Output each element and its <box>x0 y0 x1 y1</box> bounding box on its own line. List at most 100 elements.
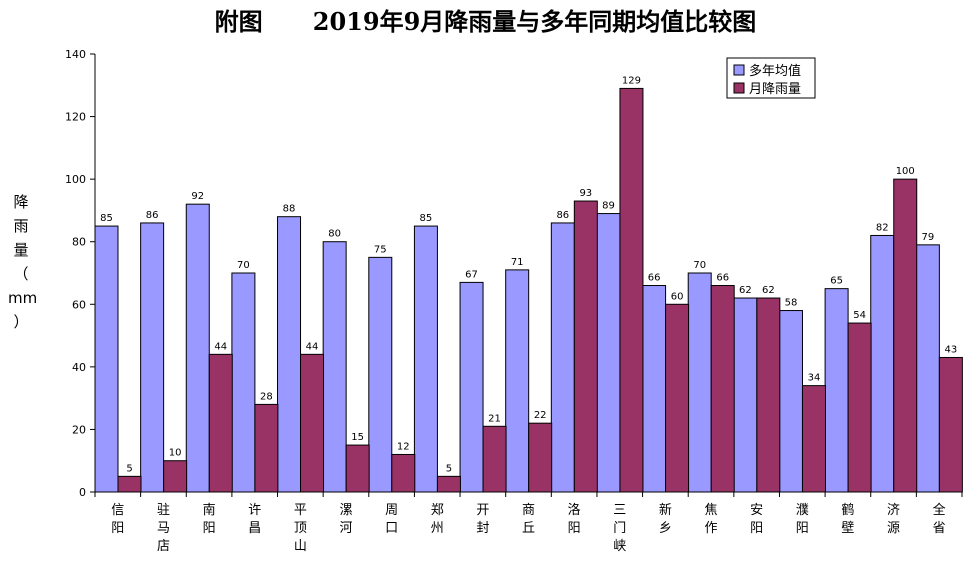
bar-average <box>322 241 347 493</box>
category-label: 全省 <box>933 502 946 536</box>
bar-monthly <box>619 87 644 493</box>
bar-monthly <box>345 444 370 493</box>
data-label: 67 <box>465 269 478 280</box>
bar-monthly <box>436 475 461 493</box>
bar-average <box>94 225 119 493</box>
bar-monthly <box>208 353 233 493</box>
y-axis-label-char: ） <box>13 313 29 331</box>
category-label: 驻马店 <box>157 503 170 554</box>
data-label: 62 <box>762 285 775 296</box>
data-label: 85 <box>100 213 113 224</box>
bar-average <box>505 269 530 493</box>
bar-monthly <box>117 475 142 493</box>
legend-swatch <box>733 82 745 94</box>
bar-monthly <box>573 200 598 493</box>
bar-monthly <box>665 303 690 493</box>
category-label: 周口 <box>385 503 398 536</box>
bar-average <box>642 285 667 493</box>
data-label: 79 <box>922 232 935 243</box>
data-label: 66 <box>716 273 729 284</box>
data-label: 34 <box>808 373 821 384</box>
data-label: 5 <box>446 463 452 474</box>
bar-average <box>277 216 302 493</box>
bar-monthly <box>300 353 325 493</box>
bar-average <box>459 281 484 493</box>
data-label: 92 <box>191 191 204 202</box>
y-tick-label: 140 <box>65 48 86 61</box>
bar-monthly <box>756 297 781 493</box>
bar-average <box>550 222 575 493</box>
category-label: 焦作 <box>705 503 718 536</box>
data-label: 43 <box>945 344 958 355</box>
data-label: 12 <box>397 441 410 452</box>
y-axis-label-char: 量 <box>13 241 29 259</box>
y-axis-label-char: mm <box>8 289 38 307</box>
category-label: 新乡 <box>659 502 672 536</box>
category-label: 安阳 <box>750 503 763 536</box>
data-label: 85 <box>420 213 433 224</box>
bar-average <box>368 256 393 493</box>
bar-monthly <box>482 425 507 493</box>
y-tick-label: 20 <box>72 423 86 436</box>
bar-average <box>596 213 621 493</box>
data-label: 80 <box>328 229 341 240</box>
data-label: 44 <box>214 341 227 352</box>
legend-label: 月降雨量 <box>749 82 801 97</box>
bar-monthly <box>710 285 735 493</box>
category-label: 开封 <box>476 503 489 536</box>
data-label: 44 <box>306 341 319 352</box>
category-label: 鹤壁 <box>841 502 854 536</box>
data-label: 70 <box>237 260 250 271</box>
bar-monthly <box>528 422 553 493</box>
bar-average <box>824 288 849 493</box>
legend-swatch <box>733 64 745 76</box>
y-tick-label: 100 <box>65 173 86 186</box>
category-label: 三门峡 <box>613 503 626 554</box>
category-label: 南阳 <box>203 502 216 536</box>
y-axis-label-char: （ <box>13 265 29 283</box>
bar-average <box>915 244 940 493</box>
bar-average <box>870 234 895 493</box>
category-label: 商丘 <box>522 503 535 536</box>
category-label: 平顶山 <box>294 503 307 554</box>
data-label: 70 <box>693 260 706 271</box>
category-label: 信阳 <box>111 503 124 536</box>
data-label: 71 <box>511 257 524 268</box>
data-label: 28 <box>260 391 273 402</box>
bar-monthly <box>163 460 188 493</box>
category-label: 郑州 <box>431 503 444 536</box>
data-label: 60 <box>671 291 684 302</box>
category-label: 濮阳 <box>796 503 809 536</box>
bar-monthly <box>254 403 279 493</box>
data-label: 5 <box>126 463 132 474</box>
data-label: 75 <box>374 244 387 255</box>
y-axis-label-char: 降 <box>13 193 29 211</box>
data-label: 21 <box>488 413 501 424</box>
y-tick-label: 120 <box>65 111 86 124</box>
bar-monthly <box>847 322 872 493</box>
bar-average <box>231 272 256 493</box>
bar-average <box>733 297 758 493</box>
data-label: 22 <box>534 410 547 421</box>
legend-label: 多年均值 <box>749 63 801 79</box>
data-label: 89 <box>602 201 615 212</box>
bar-monthly <box>893 178 918 493</box>
data-label: 82 <box>876 222 889 233</box>
category-label: 济源 <box>887 503 900 536</box>
data-label: 86 <box>556 210 569 221</box>
y-tick-label: 60 <box>72 298 86 311</box>
bar-average <box>687 272 712 493</box>
chart-title: 附图 2019年9月降雨量与多年同期均值比较图 <box>214 7 757 36</box>
category-label: 漯河 <box>339 503 352 536</box>
y-tick-label: 80 <box>72 236 86 249</box>
data-label: 86 <box>146 210 159 221</box>
data-label: 93 <box>579 188 592 199</box>
data-label: 10 <box>169 448 182 459</box>
bar-average <box>140 222 165 493</box>
data-label: 54 <box>853 310 866 321</box>
bar-average <box>413 225 438 493</box>
data-label: 62 <box>739 285 752 296</box>
category-label: 洛阳 <box>568 503 581 536</box>
data-label: 100 <box>896 166 915 177</box>
bar-monthly <box>938 356 963 493</box>
